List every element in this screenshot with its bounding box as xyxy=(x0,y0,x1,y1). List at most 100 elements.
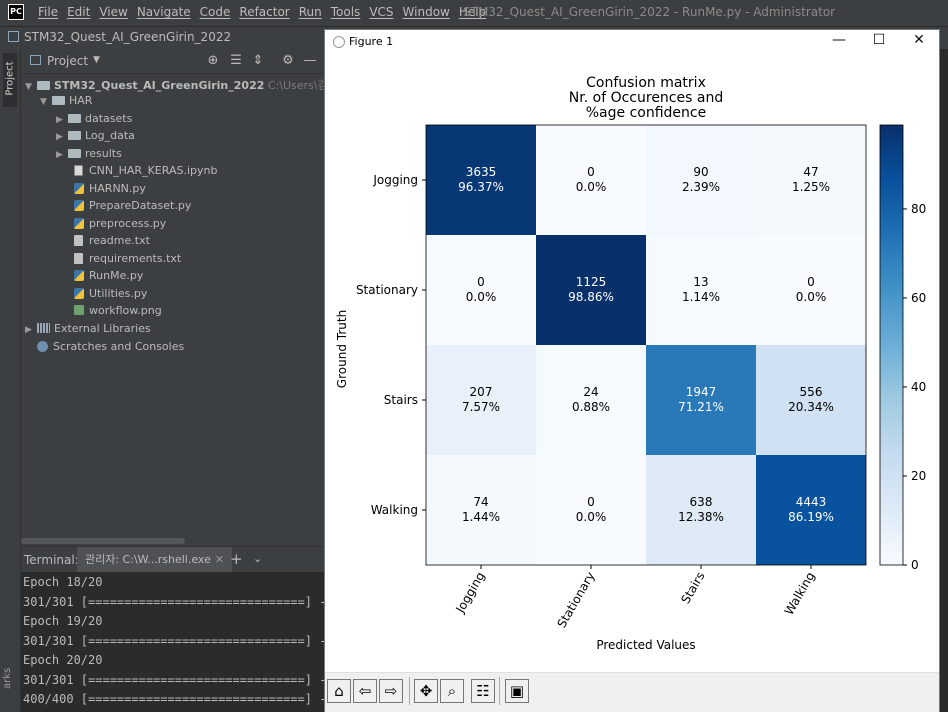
cell-percent-label: 1.44% xyxy=(462,510,500,524)
collapse-all-icon[interactable]: ☰ xyxy=(230,53,242,68)
locate-icon[interactable]: ⊕ xyxy=(207,53,219,68)
tree-item-label: requirements.txt xyxy=(89,252,182,265)
tree-item-runme[interactable]: RunMe.py xyxy=(74,269,143,286)
expand-icon[interactable]: ⇕ xyxy=(252,53,264,68)
figure-title: Figure 1 xyxy=(349,35,394,48)
tree-root[interactable]: ▼ STM32_Quest_AI_GreenGirin_2022 C:\Users… xyxy=(25,77,352,94)
figure-toolbar: ⌂ ⇦ ⇨ ✥ ⌕ ☷ ▣ xyxy=(325,672,939,712)
chevron-down-icon: ▼ xyxy=(25,82,32,92)
tree-item-label: readme.txt xyxy=(89,234,150,247)
tree-item-label: Scratches and Consoles xyxy=(53,340,185,353)
chevron-down-icon[interactable]: ⌄ xyxy=(253,552,263,565)
cell-percent-label: 20.34% xyxy=(788,400,834,414)
tree-item-preparedataset[interactable]: PrepareDataset.py xyxy=(74,199,191,216)
x-tick-label: Stairs xyxy=(678,570,707,607)
menu-run[interactable]: Run xyxy=(298,5,322,19)
forward-icon[interactable]: ⇨ xyxy=(379,679,403,703)
tree-item-harnn[interactable]: HARNN.py xyxy=(74,182,146,199)
cell-percent-label: 98.86% xyxy=(568,290,614,304)
configure-icon[interactable]: ☷ xyxy=(471,679,495,703)
save-icon[interactable]: ▣ xyxy=(505,679,529,703)
terminal-line: 301/301 [==============================]… xyxy=(23,594,327,609)
tree-item-label: HARNN.py xyxy=(89,182,146,195)
horizontal-scrollbar[interactable] xyxy=(21,538,185,544)
cell-count-label: 90 xyxy=(693,165,708,179)
tree-item-notebook[interactable]: CNN_HAR_KERAS.ipynb xyxy=(74,164,217,181)
hide-icon[interactable]: — xyxy=(303,53,317,68)
menu-help[interactable]: Help xyxy=(458,5,487,19)
chevron-right-icon: ▶ xyxy=(56,115,63,125)
cell-count-label: 3635 xyxy=(466,165,497,179)
terminal-output[interactable]: Epoch 18/20 301/301 [===================… xyxy=(23,573,326,710)
tree-item-requirements[interactable]: requirements.txt xyxy=(74,252,181,269)
maximize-icon[interactable]: ☐ xyxy=(872,32,886,48)
project-view-icon xyxy=(30,55,41,65)
zoom-icon[interactable]: ⌕ xyxy=(440,679,464,703)
tree-item-label: Utilities.py xyxy=(89,287,148,300)
pan-icon[interactable]: ✥ xyxy=(414,679,438,703)
main-menu: File Edit View Navigate Code Refactor Ru… xyxy=(38,5,486,19)
menu-code[interactable]: Code xyxy=(199,5,231,19)
tree-item-log-data[interactable]: ▶ Log_data xyxy=(56,129,135,146)
cell-percent-label: 0.0% xyxy=(576,510,607,524)
close-icon[interactable]: ✕ xyxy=(913,32,925,48)
menu-file[interactable]: File xyxy=(38,5,59,19)
tree-item-label: workflow.png xyxy=(89,304,162,317)
heatmap-cell xyxy=(536,125,646,235)
tree-item-results[interactable]: ▶ results xyxy=(56,147,122,164)
tree-item-datasets[interactable]: ▶ datasets xyxy=(56,112,132,129)
cell-percent-label: 1.14% xyxy=(682,290,720,304)
y-tick-label: Walking xyxy=(371,503,418,517)
breadcrumb[interactable]: STM32_Quest_AI_GreenGirin_2022 xyxy=(24,30,232,44)
python-file-icon xyxy=(74,183,84,194)
menu-vcs[interactable]: VCS xyxy=(369,5,394,19)
tree-item-scratches[interactable]: Scratches and Consoles xyxy=(37,340,184,357)
python-file-icon xyxy=(74,270,84,281)
terminal-line: 301/301 [==============================]… xyxy=(23,672,327,687)
terminal-line: Epoch 18/20 xyxy=(23,575,103,589)
folder-icon xyxy=(68,149,81,158)
tree-item-label: CNN_HAR_KERAS.ipynb xyxy=(89,164,218,177)
menu-refactor[interactable]: Refactor xyxy=(239,5,290,19)
cell-percent-label: 0.0% xyxy=(466,290,497,304)
menu-window[interactable]: Window xyxy=(402,5,450,19)
tree-item-preprocess[interactable]: preprocess.py xyxy=(74,217,166,234)
folder-icon xyxy=(37,81,50,90)
chevron-down-icon: ▼ xyxy=(40,97,47,107)
tree-item-label: preprocess.py xyxy=(89,217,167,230)
home-icon[interactable]: ⌂ xyxy=(327,679,351,703)
cell-percent-label: 7.57% xyxy=(462,400,500,414)
terminal-tab-label: 관리자: C:\W...rshell.exe xyxy=(85,553,211,566)
cell-percent-label: 0.88% xyxy=(572,400,610,414)
project-tool-tab[interactable]: Project xyxy=(3,53,17,107)
x-tick-label: Walking xyxy=(782,570,818,618)
back-icon[interactable]: ⇦ xyxy=(353,679,377,703)
cell-percent-label: 71.21% xyxy=(678,400,724,414)
menu-navigate[interactable]: Navigate xyxy=(136,5,191,19)
figure-titlebar: Figure 1 — ☐ ✕ xyxy=(325,30,939,55)
tree-item-workflow[interactable]: workflow.png xyxy=(74,304,162,321)
heatmap-cell xyxy=(756,235,866,345)
minimize-icon[interactable]: — xyxy=(832,32,846,48)
tree-item-har[interactable]: ▼ HAR xyxy=(40,94,92,111)
heatmap-cell xyxy=(536,345,646,455)
terminal-tab[interactable]: 관리자: C:\W...rshell.exe ✕ xyxy=(77,547,233,572)
notebook-file-icon xyxy=(74,165,83,176)
x-tick-label: Stationary xyxy=(554,570,597,631)
tree-item-readme[interactable]: readme.txt xyxy=(74,234,150,251)
tree-item-external-libraries[interactable]: ▶ External Libraries xyxy=(25,322,151,339)
add-terminal-button[interactable]: + xyxy=(230,550,243,568)
gear-icon[interactable]: ⚙ xyxy=(282,53,294,68)
menu-edit[interactable]: Edit xyxy=(67,5,91,19)
y-axis-label: Ground Truth xyxy=(335,310,349,388)
menu-tools[interactable]: Tools xyxy=(330,5,361,19)
close-icon[interactable]: ✕ xyxy=(214,553,225,566)
menu-view[interactable]: View xyxy=(99,5,128,19)
chevron-down-icon[interactable]: ▼ xyxy=(93,55,100,65)
bookmarks-tool-tab[interactable]: arks xyxy=(2,667,13,689)
cell-percent-label: 0.0% xyxy=(796,290,827,304)
folder-icon xyxy=(68,131,81,140)
tree-item-utilities[interactable]: Utilities.py xyxy=(74,287,147,304)
figure-canvas[interactable]: Confusion matrix Nr. of Occurences and %… xyxy=(325,55,939,672)
project-panel-title[interactable]: Project xyxy=(47,54,89,68)
